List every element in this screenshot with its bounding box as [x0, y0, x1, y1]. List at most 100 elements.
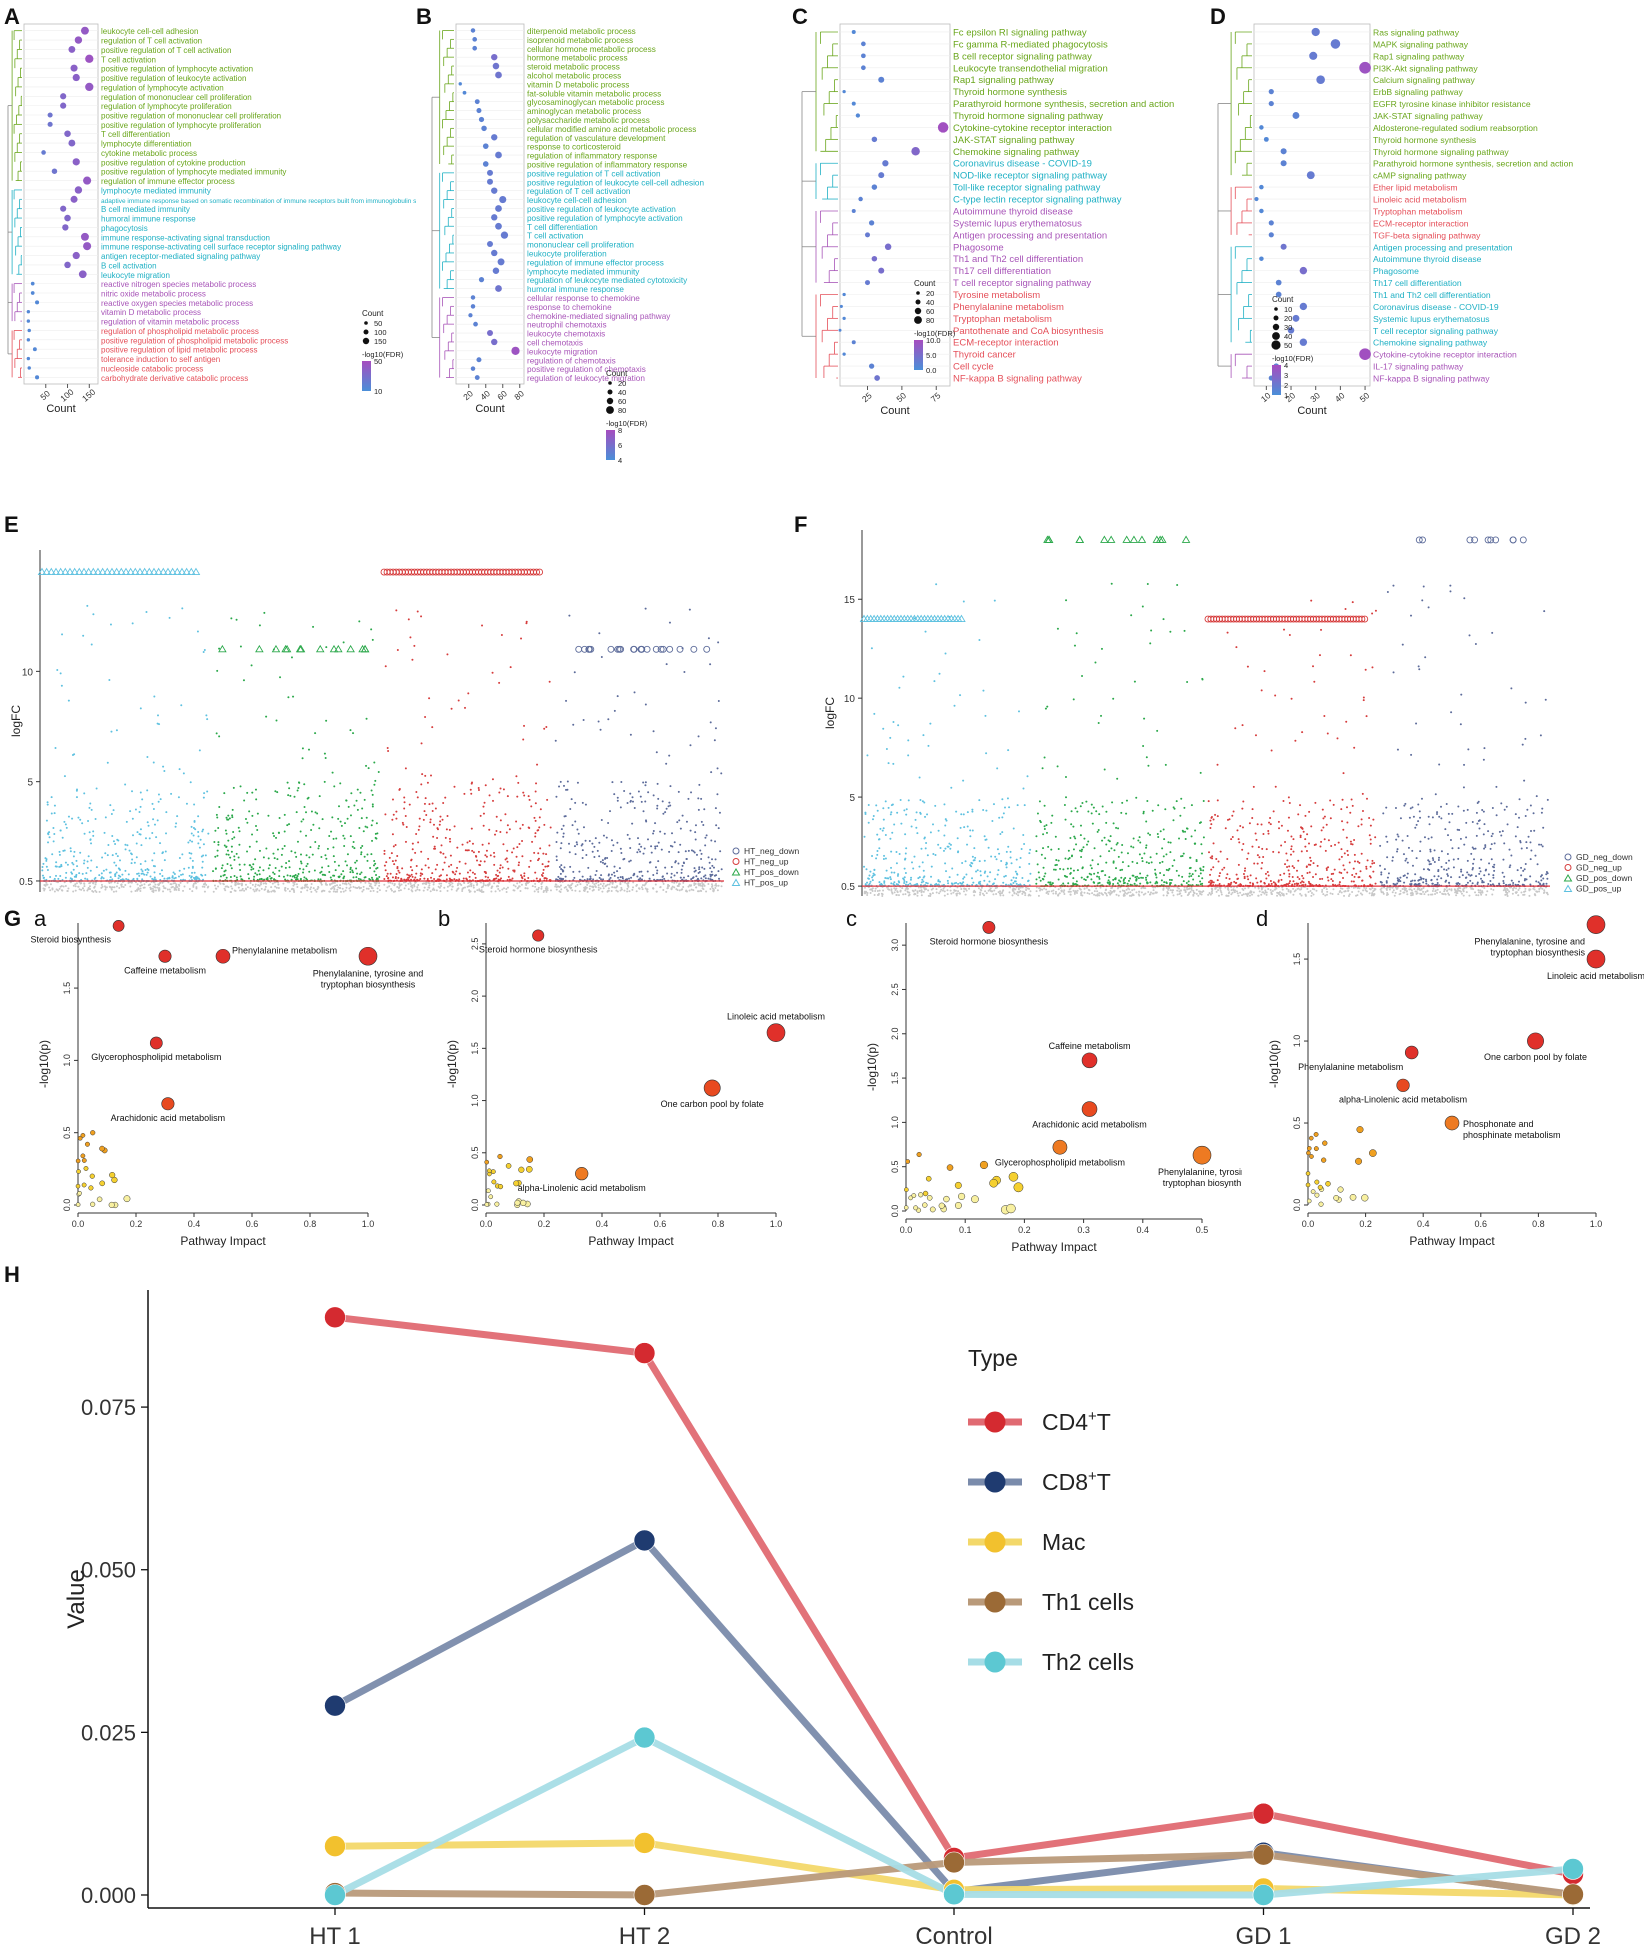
- nonsig-point: [177, 887, 180, 890]
- gene-point: [555, 840, 558, 843]
- gene-point: [185, 802, 188, 805]
- gene-point: [881, 829, 884, 832]
- gene-point: [878, 847, 881, 850]
- gene-point: [293, 795, 296, 798]
- gene-point: [509, 666, 512, 669]
- nonsig-point: [984, 890, 987, 893]
- nonsig-point: [626, 890, 629, 893]
- nonsig-point: [323, 889, 326, 892]
- gene-point: [455, 870, 458, 873]
- gene-point: [233, 875, 236, 878]
- gene-point: [1039, 821, 1042, 824]
- nonsig-point: [549, 889, 552, 892]
- gene-point: [89, 838, 92, 841]
- term-label: Phagosome: [953, 242, 1004, 253]
- gene-point: [232, 830, 235, 833]
- gene-point: [903, 881, 906, 884]
- term-dot: [839, 304, 843, 308]
- nonsig-point: [1198, 890, 1201, 893]
- gene-point: [225, 853, 228, 856]
- gene-point: [306, 862, 309, 865]
- gene-point: [657, 841, 660, 844]
- gene-point: [327, 865, 330, 868]
- gene-point: [493, 855, 496, 858]
- gene-point: [278, 875, 281, 878]
- term-label: T cell activation: [101, 55, 156, 64]
- gene-point: [103, 831, 106, 834]
- gene-point: [518, 861, 521, 864]
- gene-point: [619, 876, 622, 879]
- nonsig-point: [1021, 886, 1024, 889]
- gene-point: [265, 847, 268, 850]
- gene-point: [356, 788, 359, 791]
- gene-point: [314, 732, 317, 735]
- term-label: regulation of leukocyte migration: [527, 374, 645, 383]
- nonsig-point: [435, 889, 438, 892]
- gene-point: [423, 810, 426, 813]
- gene-point: [319, 878, 322, 881]
- gene-point: [574, 801, 577, 804]
- nonsig-point: [414, 881, 417, 884]
- gene-point: [538, 816, 541, 819]
- nonsig-point: [920, 894, 923, 897]
- gene-point: [1168, 883, 1171, 886]
- gene-point: [83, 792, 86, 795]
- gene-point: [449, 854, 452, 857]
- term-label: leukocyte migration: [101, 271, 170, 280]
- gene-point: [235, 618, 238, 621]
- gene-point: [1074, 837, 1077, 840]
- gene-point: [439, 820, 442, 823]
- term-label: NF-kappa B signaling pathway: [953, 374, 1082, 385]
- gene-point: [288, 787, 291, 790]
- gene-point: [978, 799, 981, 802]
- gene-point: [470, 827, 473, 830]
- nonsig-point: [130, 881, 133, 884]
- gene-point: [1199, 880, 1202, 883]
- legend-size-label: 30: [1284, 323, 1292, 332]
- gene-point: [581, 875, 584, 878]
- nonsig-point: [525, 883, 528, 886]
- gene-point: [563, 866, 566, 869]
- gene-point: [610, 839, 613, 842]
- gene-point: [1108, 876, 1111, 879]
- gene-point: [433, 845, 436, 848]
- nonsig-point: [574, 889, 577, 892]
- gene-point: [65, 871, 68, 874]
- gene-point: [700, 852, 703, 855]
- gene-point: [216, 849, 219, 852]
- term-dot: [478, 277, 485, 283]
- gene-point: [431, 810, 434, 813]
- gene-point: [129, 810, 132, 813]
- term-dot: [1280, 243, 1287, 250]
- gene-point: [523, 872, 526, 875]
- term-dot: [495, 205, 502, 212]
- term-dot: [70, 64, 78, 72]
- legend-size-dot: [1272, 332, 1280, 340]
- gene-point: [132, 834, 135, 837]
- nonsig-point: [586, 890, 589, 893]
- gene-point: [515, 855, 518, 858]
- gene-point: [545, 725, 548, 728]
- gene-point: [493, 863, 496, 866]
- nonsig-point: [506, 886, 509, 889]
- gene-point: [539, 847, 542, 850]
- gene-point: [997, 869, 1000, 872]
- nonsig-point: [72, 890, 75, 893]
- gene-point: [694, 838, 697, 841]
- nonsig-point: [904, 893, 907, 896]
- gene-point: [868, 882, 871, 885]
- gene-point: [959, 826, 962, 829]
- gene-point: [391, 876, 394, 879]
- nonsig-point: [594, 885, 597, 888]
- gene-point: [278, 869, 281, 872]
- gene-point: [371, 793, 374, 796]
- nonsig-point: [376, 890, 379, 893]
- gene-point: [148, 837, 151, 840]
- capped-point: [652, 645, 660, 653]
- term-label: Phenylalanine metabolism: [953, 302, 1064, 313]
- gene-point: [555, 859, 558, 862]
- nonsig-point: [577, 881, 580, 884]
- term-dot: [482, 143, 489, 149]
- gene-point: [613, 874, 616, 877]
